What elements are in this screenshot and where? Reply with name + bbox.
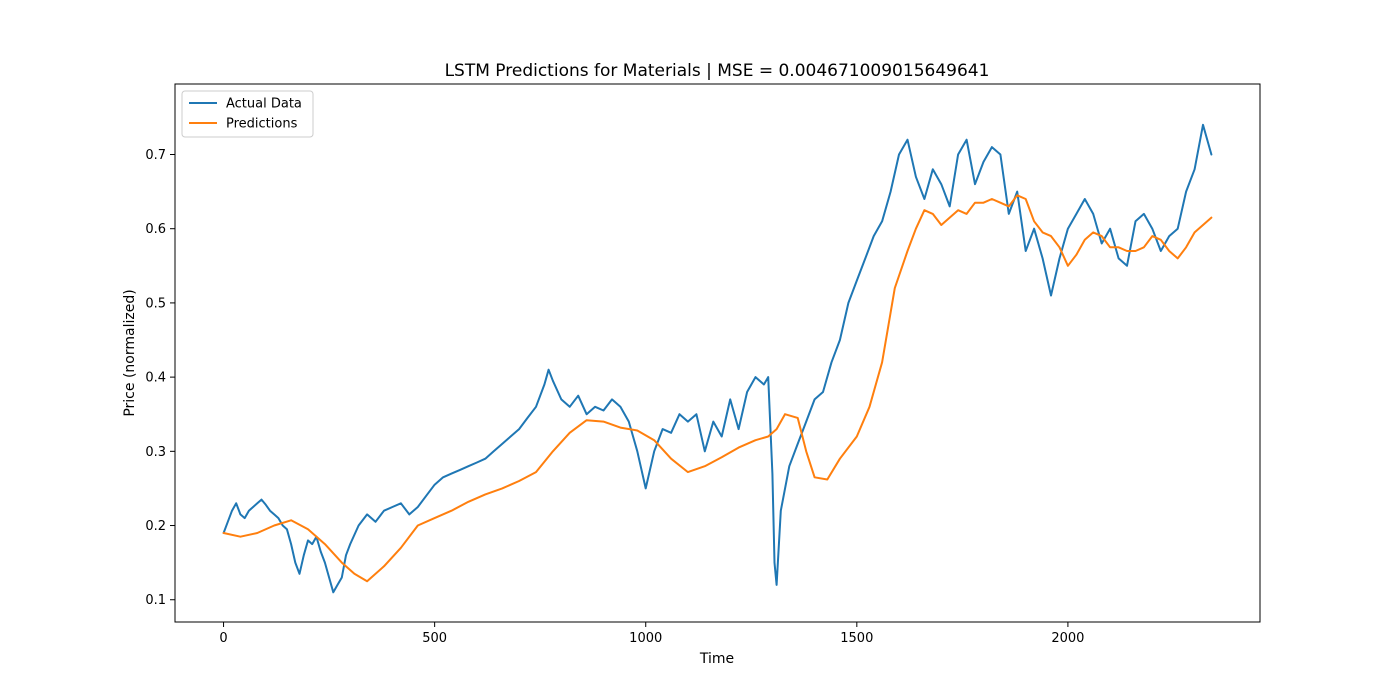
x-tick-label: 1500 (840, 631, 873, 646)
plot-area (222, 123, 1213, 594)
legend-label-predictions: Predictions (226, 117, 298, 132)
plot-frame (174, 83, 1261, 623)
y-tick-label: 0.7 (145, 148, 166, 163)
y-tick-label: 0.2 (145, 519, 166, 534)
chart-title: LSTM Predictions for Materials | MSE = 0… (445, 61, 990, 81)
y-axis-label: Price (normalized) (122, 289, 138, 416)
y-tick-label: 0.3 (145, 445, 166, 460)
x-axis-label: Time (699, 651, 734, 667)
y-axis: 0.1 0.2 0.3 0.4 0.5 0.6 0.7 (145, 148, 175, 608)
x-tick-label: 500 (422, 631, 447, 646)
y-tick-label: 0.4 (145, 371, 166, 386)
legend: Actual Data Predictions (181, 90, 314, 138)
x-axis: 0 500 1000 1500 2000 (219, 622, 1084, 646)
y-tick-label: 0.1 (145, 593, 166, 608)
y-tick-label: 0.6 (145, 222, 166, 237)
y-tick-label: 0.5 (145, 296, 166, 311)
series-line-predictions (222, 194, 1213, 583)
x-tick-label: 1000 (629, 631, 662, 646)
x-tick-label: 0 (219, 631, 227, 646)
x-tick-label: 2000 (1051, 631, 1084, 646)
legend-label-actual-data: Actual Data (226, 97, 302, 112)
series-line-actual-data (222, 123, 1213, 594)
